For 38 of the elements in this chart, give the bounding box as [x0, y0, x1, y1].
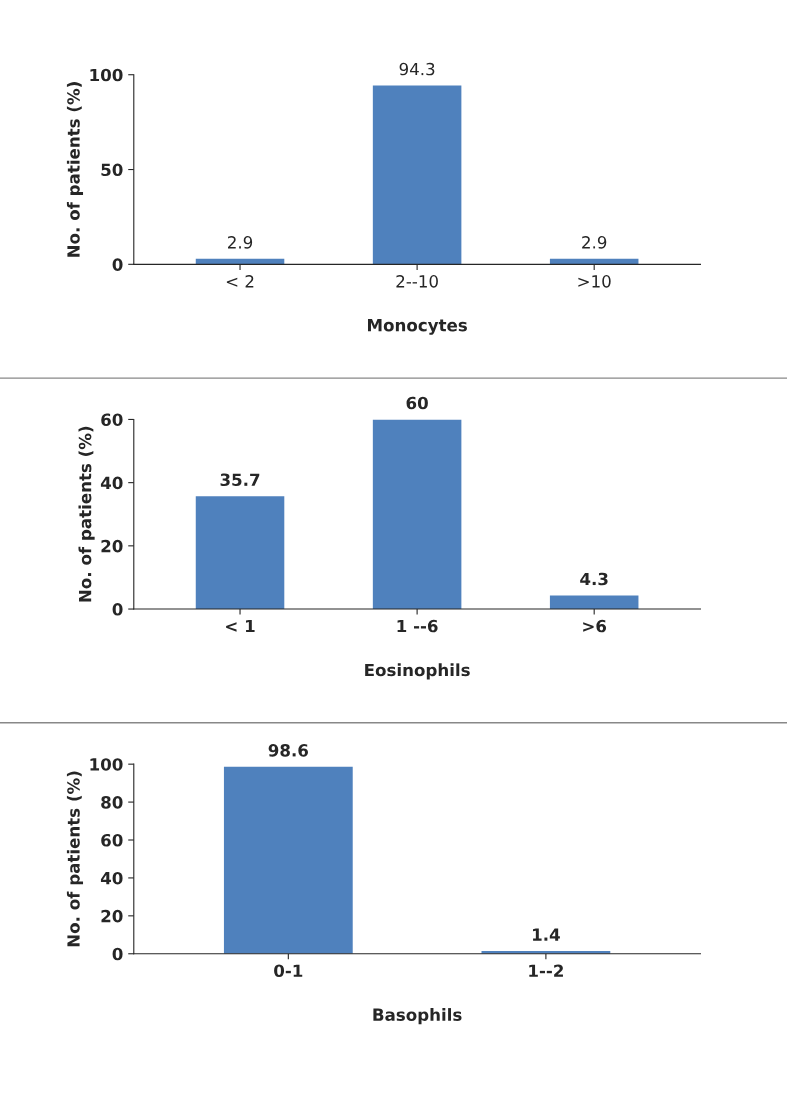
y-tick-label: 40 [100, 871, 123, 885]
data-label: 98.6 [268, 744, 308, 757]
y-axis-title: No. of patients (%) [78, 426, 95, 602]
x-tick-label: 2--10 [396, 275, 438, 288]
x-tick-label: >6 [583, 619, 607, 633]
y-tick-label: 0 [112, 603, 123, 616]
x-tick-label: 1--2 [529, 964, 563, 977]
bar [195, 496, 285, 610]
y-tick-label: 100 [90, 68, 123, 82]
y-tick-label: 80 [101, 796, 123, 809]
x-tick-label: 0-1 [274, 964, 303, 978]
data-label: 4.3 [580, 572, 608, 586]
bar [549, 595, 639, 610]
x-axis-title: Monocytes [368, 319, 467, 335]
y-tick-label: 0 [112, 258, 123, 271]
x-tick-label: < 2 [226, 275, 254, 288]
y-axis-title: No. of patients (%) [66, 82, 84, 257]
x-axis-title: Eosinophils [365, 663, 470, 680]
data-label: 94.3 [399, 62, 435, 76]
data-label: 2.9 [582, 236, 607, 249]
y-axis-title: No. of patients (%) [66, 771, 84, 947]
y-tick-label: 20 [101, 539, 123, 553]
x-axis-title: Basophils [373, 1008, 462, 1025]
y-tick-label: 40 [100, 476, 123, 490]
x-tick-label: < 1 [226, 619, 255, 633]
x-tick-label: 1 --6 [397, 619, 438, 633]
y-tick-label: 100 [90, 758, 123, 771]
y-tick-label: 50 [101, 163, 123, 177]
y-tick-label: 20 [101, 909, 123, 923]
y-tick-label: 60 [101, 833, 123, 847]
y-tick-label: 0 [112, 947, 123, 961]
bar [372, 419, 462, 610]
data-label: 35.7 [220, 473, 260, 487]
data-label: 2.9 [228, 236, 253, 249]
x-tick-label: >10 [578, 275, 611, 288]
y-tick-label: 60 [101, 413, 123, 427]
data-label: 60 [406, 396, 428, 410]
data-label: 1.4 [533, 928, 560, 941]
